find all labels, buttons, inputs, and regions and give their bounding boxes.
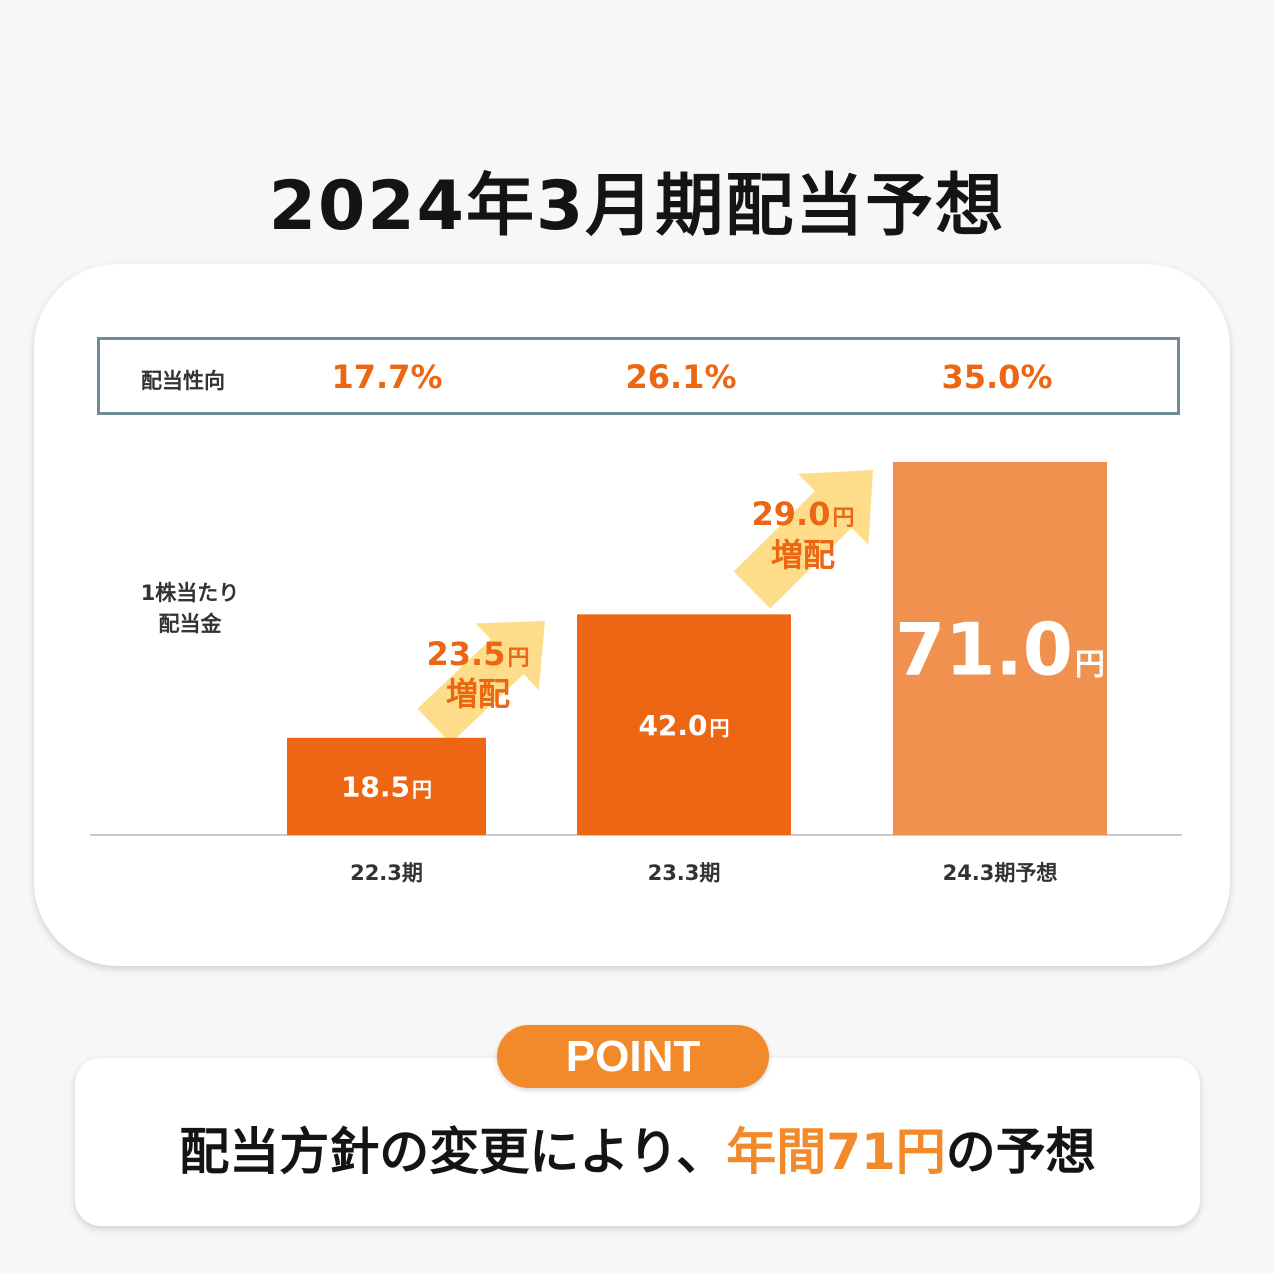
- point-summary: 配当方針の変更により、年間71円の予想: [75, 1112, 1200, 1184]
- increase-text-label: 増配: [446, 675, 510, 713]
- increase-arrow: [417, 621, 545, 744]
- bar-value-label: 42.0 円: [638, 709, 729, 742]
- increase-amount-label: 29.0円: [752, 495, 855, 533]
- bar-value-label: 18.5 円: [341, 770, 432, 803]
- x-tick-label: 22.3期: [350, 861, 423, 885]
- bar: [893, 462, 1107, 835]
- point-text-highlight: 年間71円: [726, 1123, 946, 1181]
- dividend-axis-label: 1株当たり 配当金: [110, 578, 270, 640]
- bar: [287, 737, 486, 835]
- point-badge: POINT: [497, 1025, 769, 1088]
- payout-ratio-box: [97, 337, 1180, 415]
- payout-ratio-value: 26.1%: [625, 358, 737, 396]
- bar: [577, 614, 791, 835]
- point-text-after: の予想: [945, 1123, 1096, 1181]
- increase-text-label: 増配: [771, 536, 835, 574]
- dividend-axis-label-line: 1株当たり: [140, 581, 240, 605]
- payout-ratio-label: 配当性向: [141, 369, 225, 393]
- dividend-axis-label-line: 配当金: [158, 612, 222, 636]
- increase-amount-label: 23.5円: [427, 635, 530, 673]
- x-tick-label: 24.3期予想: [943, 861, 1058, 885]
- bar-value-label: 71.0円: [895, 607, 1105, 691]
- page-title: 2024年3月期配当予想: [268, 167, 1006, 246]
- x-tick-label: 23.3期: [648, 861, 721, 885]
- payout-ratio-value: 35.0%: [941, 358, 1053, 396]
- point-text-before: 配当方針の変更により、: [179, 1123, 727, 1181]
- increase-arrow: [733, 470, 873, 609]
- payout-ratio-value: 17.7%: [331, 358, 443, 396]
